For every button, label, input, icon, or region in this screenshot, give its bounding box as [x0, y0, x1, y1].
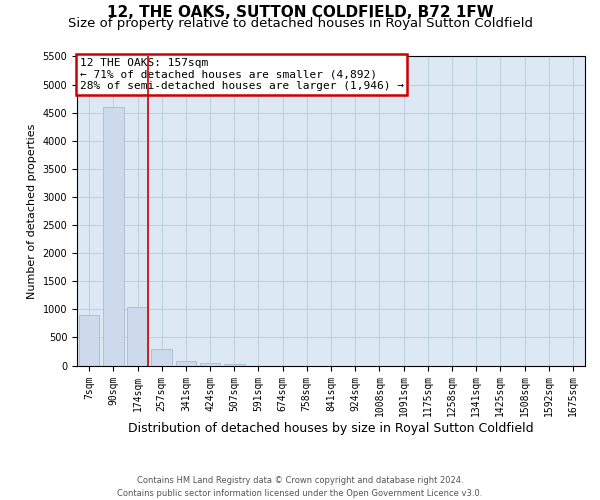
Bar: [176, 361, 196, 366]
Text: 12 THE OAKS: 157sqm
← 71% of detached houses are smaller (4,892)
28% of semi-det: 12 THE OAKS: 157sqm ← 71% of detached ho…: [80, 58, 404, 91]
Bar: [79, 315, 100, 366]
Bar: [127, 306, 148, 366]
Bar: [151, 349, 172, 366]
Text: Size of property relative to detached houses in Royal Sutton Coldfield: Size of property relative to detached ho…: [67, 18, 533, 30]
Bar: [224, 364, 245, 366]
Bar: [200, 363, 220, 366]
Y-axis label: Number of detached properties: Number of detached properties: [27, 124, 37, 298]
Bar: [103, 107, 124, 366]
Text: Contains HM Land Registry data © Crown copyright and database right 2024.
Contai: Contains HM Land Registry data © Crown c…: [118, 476, 482, 498]
Text: 12, THE OAKS, SUTTON COLDFIELD, B72 1FW: 12, THE OAKS, SUTTON COLDFIELD, B72 1FW: [107, 5, 493, 20]
X-axis label: Distribution of detached houses by size in Royal Sutton Coldfield: Distribution of detached houses by size …: [128, 422, 534, 435]
